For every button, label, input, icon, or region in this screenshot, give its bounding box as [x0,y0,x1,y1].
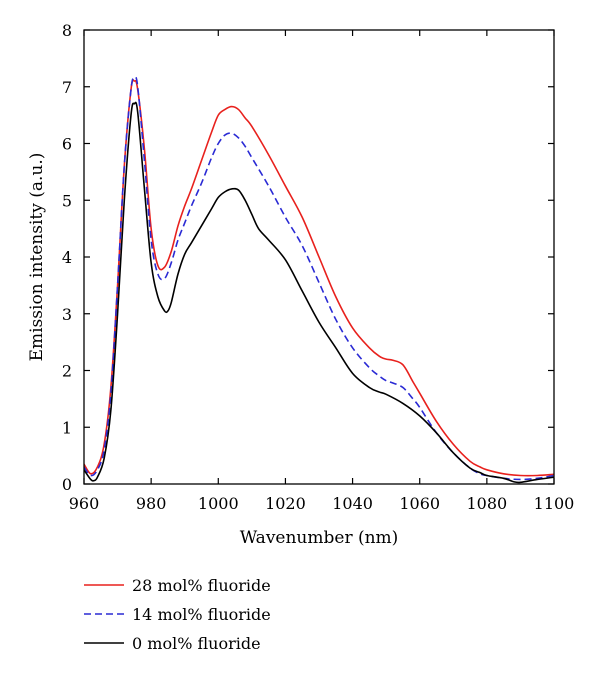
x-tick-label: 1000 [198,494,239,513]
y-tick-label: 3 [62,305,72,324]
y-tick-label: 2 [62,362,72,381]
x-tick-label: 1020 [265,494,306,513]
x-tick-label: 1060 [399,494,440,513]
legend-label-1: 14 mol% fluoride [132,605,271,624]
y-tick-label: 4 [62,248,72,267]
legend-label-0: 28 mol% fluoride [132,576,271,595]
x-tick-label: 980 [136,494,167,513]
y-tick-label: 6 [62,135,72,154]
x-tick-label: 1080 [466,494,507,513]
series-layer [84,76,554,484]
series-line-2 [84,101,554,484]
y-tick-label: 7 [62,78,72,97]
y-axis-title: Emission intensity (a.u.) [27,153,47,362]
y-tick-label: 1 [62,418,72,437]
legend-label-2: 0 mol% fluoride [132,634,261,653]
x-tick-label: 1040 [332,494,373,513]
legend: 28 mol% fluoride 14 mol% fluoride 0 mol% f… [84,576,271,653]
x-tick-label: 1100 [534,494,575,513]
labels-layer: 960 980 1000 1020 1040 1060 1080 1100 0 1 2 3 4 5 6 7 8 [62,21,575,513]
x-axis-title: Wavenumber (nm) [240,528,399,548]
series-line-0 [84,79,554,477]
y-tick-label: 5 [62,191,72,210]
y-tick-label: 8 [62,21,72,40]
x-tick-label: 960 [69,494,100,513]
y-tick-label: 0 [62,475,72,494]
ticks-layer [83,29,555,485]
series-line-1 [84,76,554,481]
